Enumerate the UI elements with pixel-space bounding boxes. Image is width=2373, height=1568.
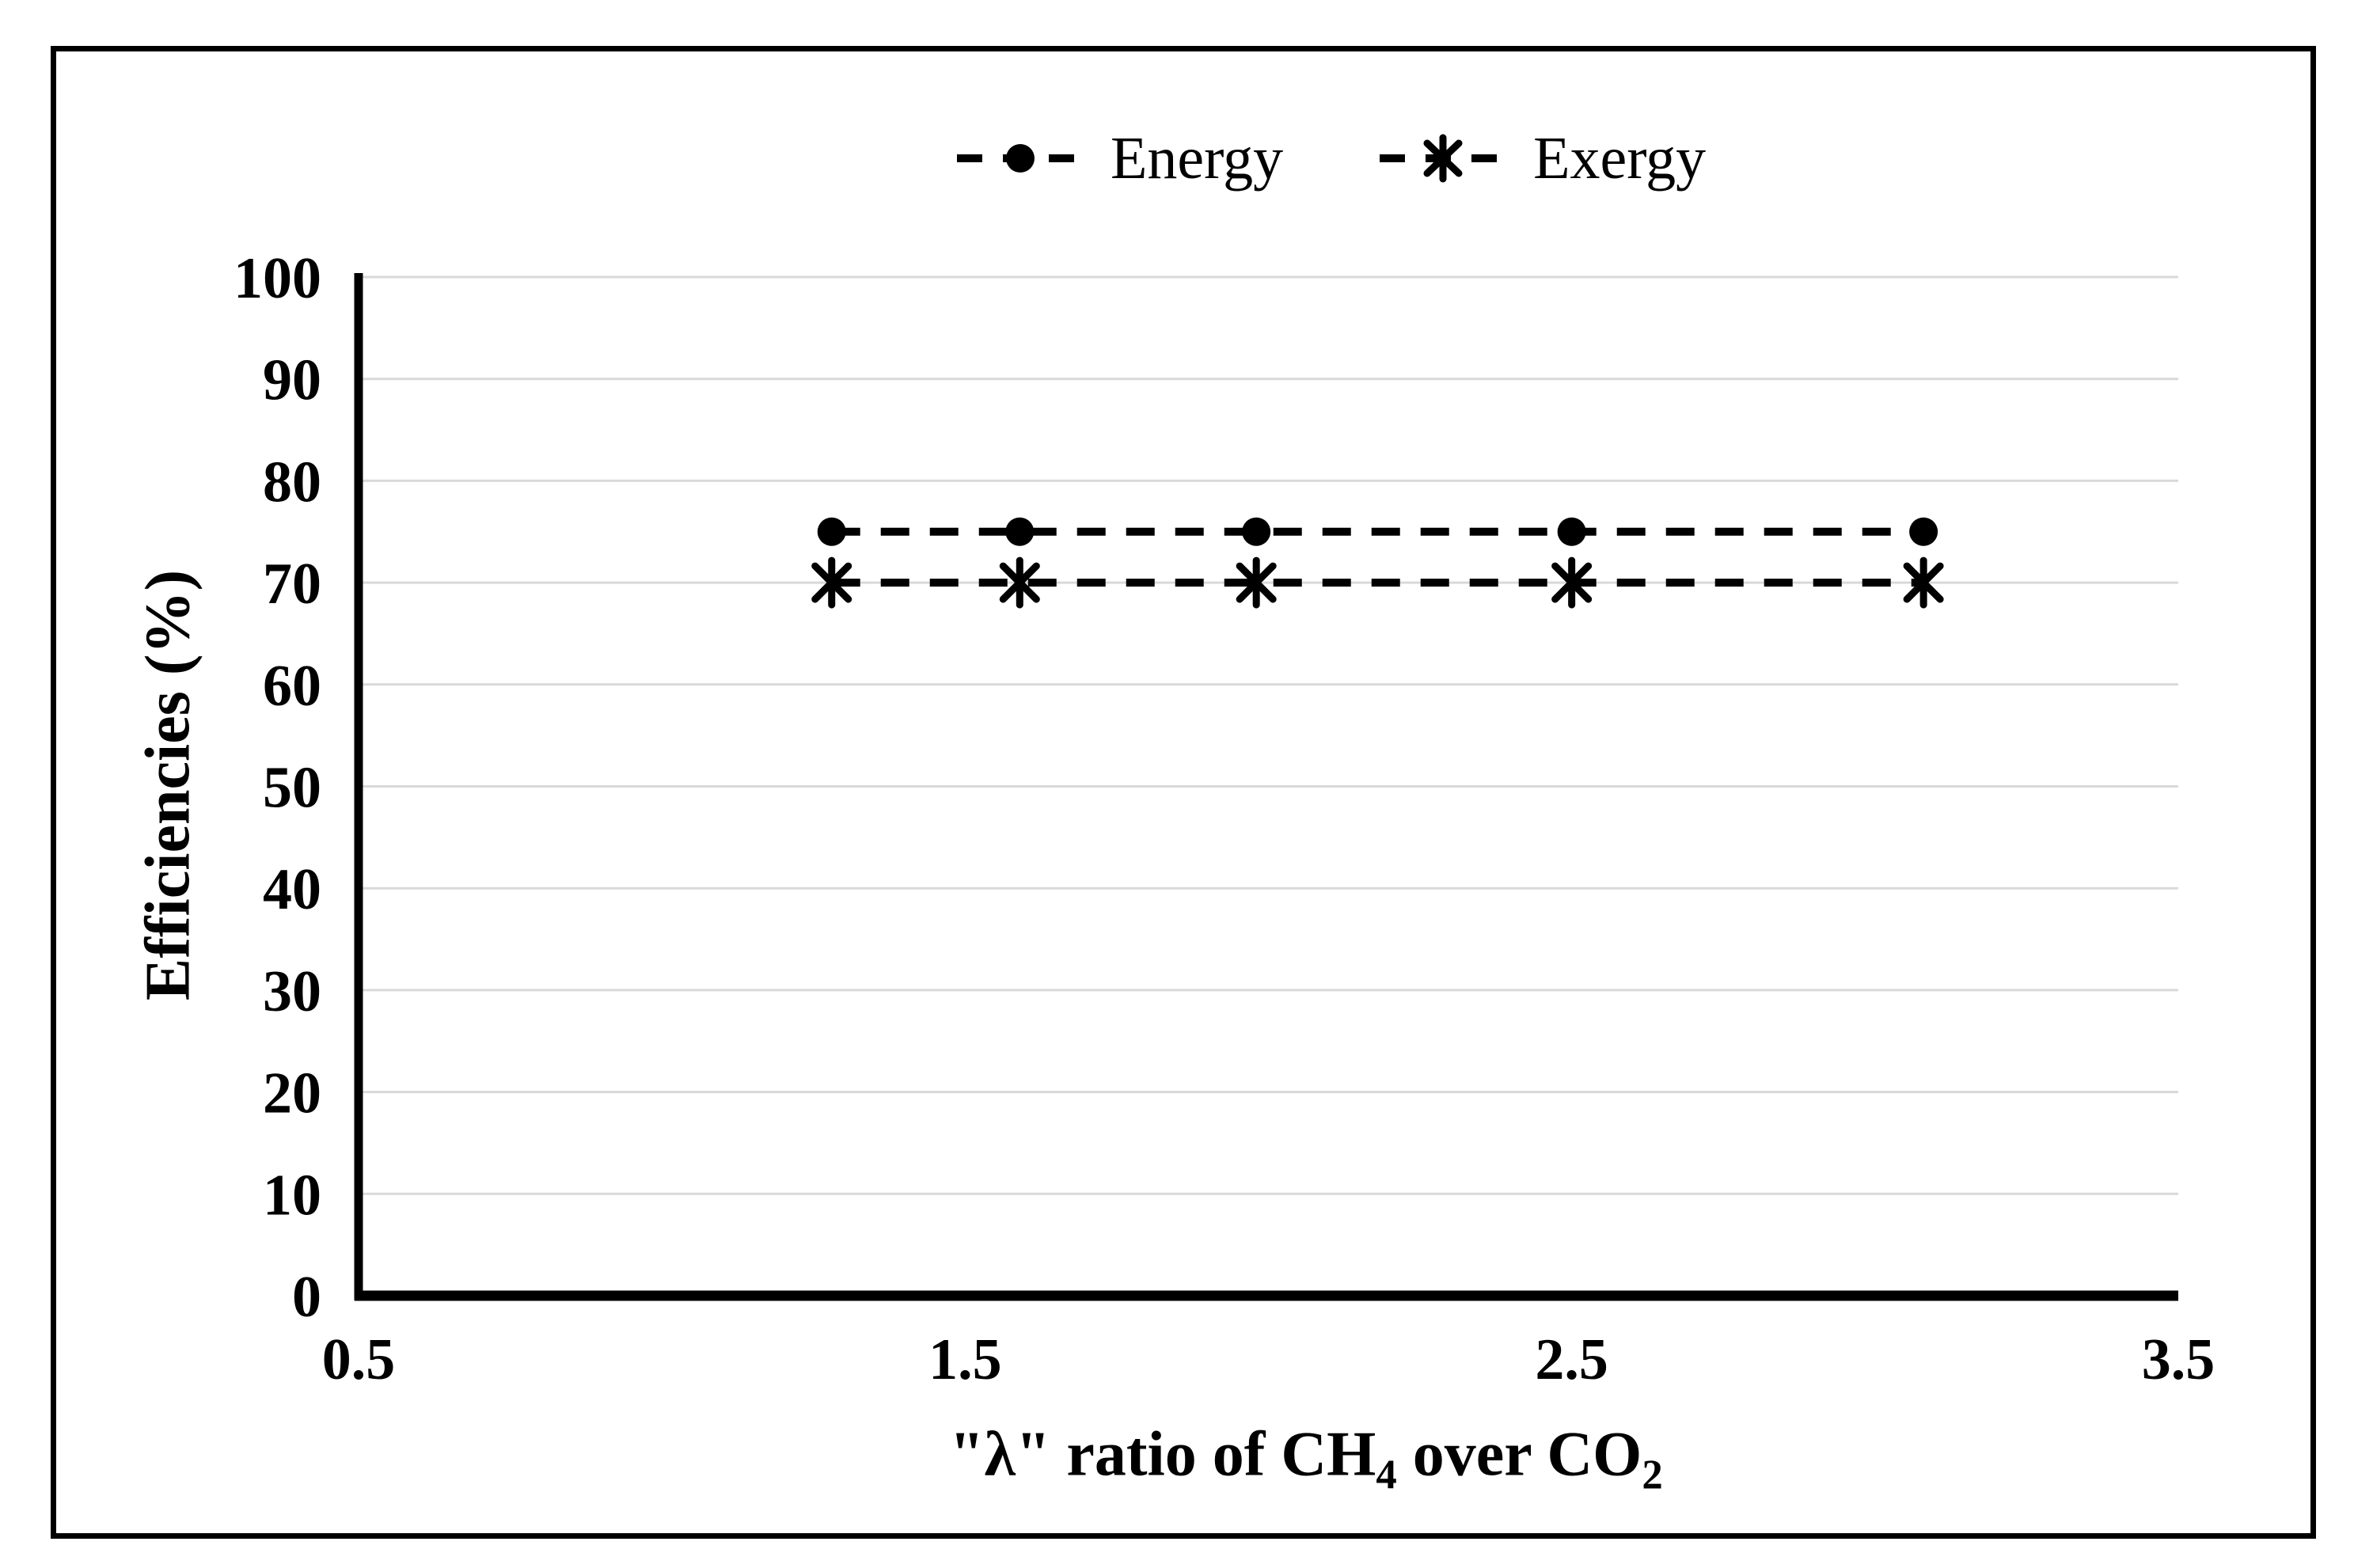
legend-label-energy: Energy [1111, 125, 1284, 192]
energy-marker-icon [957, 144, 1084, 173]
legend-label-exergy: Exergy [1533, 125, 1707, 192]
y-axis-title: Efficiencies (%) [133, 569, 203, 1001]
x-axis-title-text-1: "λ" ratio of CH [949, 1419, 1376, 1490]
x-tick-label: 1.5 [928, 1327, 1002, 1392]
energy-marker [1005, 517, 1035, 546]
x-tick-label: 3.5 [2142, 1327, 2215, 1392]
legend-item-energy: Energy [954, 128, 1283, 188]
y-tick-label: 20 [263, 1061, 321, 1126]
y-tick-label: 60 [263, 654, 321, 719]
y-tick-label: 80 [263, 450, 321, 514]
y-tick-label: 10 [263, 1163, 321, 1228]
exergy-marker-icon [1380, 134, 1507, 183]
legend-item-exergy: Exergy [1376, 128, 1706, 188]
exergy-marker [811, 556, 852, 609]
y-tick-label: 70 [263, 552, 321, 617]
exergy-marker [1236, 556, 1277, 609]
x-axis-title-text-2: over CO [1396, 1419, 1642, 1490]
exergy-marker [1903, 556, 1944, 609]
y-tick-label: 0 [292, 1265, 321, 1330]
y-tick-label: 100 [234, 246, 321, 311]
energy-marker [1909, 517, 1938, 546]
legend: Energy Exergy [954, 120, 1706, 196]
x-axis-title-sub-1: 4 [1376, 1452, 1397, 1498]
energy-marker [817, 517, 846, 546]
x-tick-label: 0.5 [322, 1327, 396, 1392]
energy-marker [1242, 517, 1271, 546]
energy-marker [1557, 517, 1586, 546]
y-tick-label: 40 [263, 857, 321, 922]
y-tick-label: 50 [263, 756, 321, 821]
exergy-marker [999, 556, 1040, 609]
figure-border [51, 46, 2316, 1539]
exergy-marker [1551, 556, 1593, 609]
x-axis-title-sub-2: 2 [1642, 1452, 1663, 1498]
x-axis-title: "λ" ratio of CH4 over CO2 [949, 1419, 1663, 1496]
y-tick-label: 90 [263, 348, 321, 413]
x-tick-label: 2.5 [1535, 1327, 1608, 1392]
y-tick-label: 30 [263, 959, 321, 1024]
